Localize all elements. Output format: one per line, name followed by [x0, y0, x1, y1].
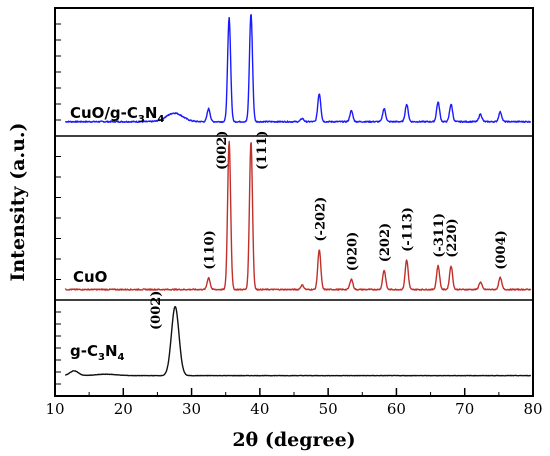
peak-label: (110): [203, 230, 218, 269]
series-line-2: [64, 140, 532, 291]
x-tick-label: 20: [114, 400, 133, 418]
peak-label: (002): [149, 291, 164, 330]
peak-label: (-113): [401, 207, 416, 252]
x-tick-label: 70: [455, 400, 474, 418]
x-axis-label: 2θ (degree): [232, 429, 355, 451]
peak-label: (-202): [313, 197, 328, 242]
peak-label: (020): [345, 232, 360, 271]
series-label: CuO/g-C3N4: [70, 104, 164, 125]
plot-frame: [54, 7, 534, 397]
peak-label: (220): [445, 218, 460, 257]
x-tick-label: 60: [387, 400, 406, 418]
x-tick-label: 50: [319, 400, 338, 418]
peak-label: (-311): [432, 213, 447, 258]
x-tick-label: 80: [523, 400, 542, 418]
y-axis-label: Intensity (a.u.): [7, 122, 29, 281]
peak-label: (202): [378, 223, 393, 262]
series-label: g-C3N4: [70, 342, 125, 363]
x-tick-label: 30: [182, 400, 201, 418]
series-line-3: [64, 305, 532, 377]
peak-label: (002): [215, 131, 230, 170]
plot-area: [54, 7, 534, 397]
x-tick-label: 10: [45, 400, 64, 418]
series-line-1: [65, 14, 532, 124]
series-label: CuO: [73, 268, 107, 286]
x-tick-label: 40: [250, 400, 269, 418]
labels: 10 20 30 40 50 60 70 80 CuO/g-C3N4 CuO (110) (002) (…: [45, 104, 542, 418]
peak-label: (111): [255, 131, 270, 170]
peak-label: (004): [494, 230, 509, 269]
